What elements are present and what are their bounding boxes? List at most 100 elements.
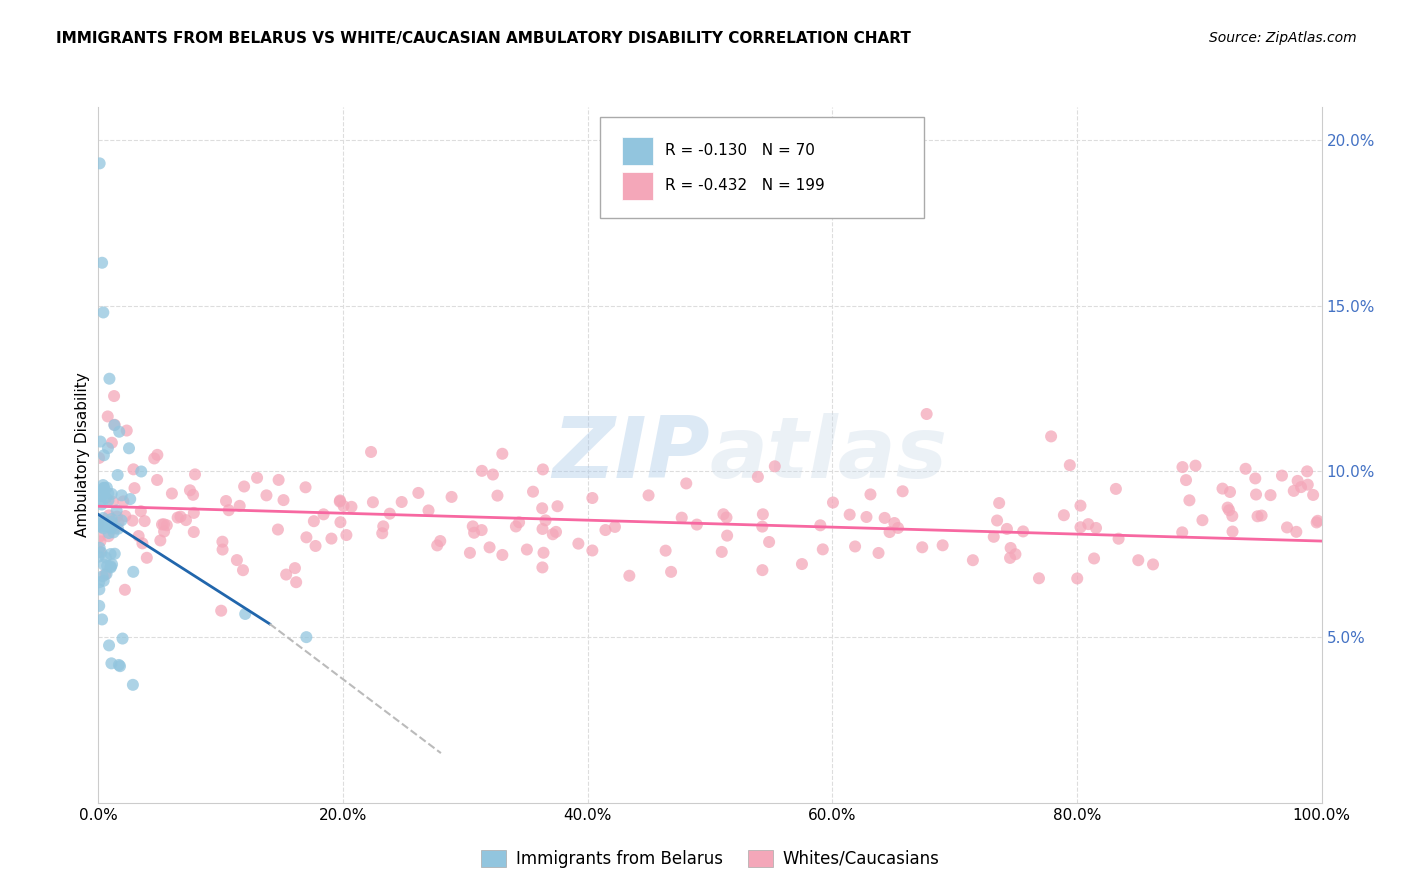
Point xyxy=(232,563,254,577)
Point xyxy=(1083,551,1105,566)
Point xyxy=(986,514,1008,528)
Point xyxy=(491,548,513,562)
Point xyxy=(751,519,773,533)
Point xyxy=(686,517,709,532)
Point xyxy=(541,527,564,541)
Point xyxy=(100,515,122,529)
Point xyxy=(581,543,603,558)
Point xyxy=(89,545,111,559)
Point xyxy=(143,451,166,466)
Point xyxy=(285,575,308,590)
Point xyxy=(790,557,813,571)
Point xyxy=(91,478,114,492)
Point xyxy=(1271,468,1294,483)
Point xyxy=(1218,503,1240,517)
Point xyxy=(96,481,118,495)
Point xyxy=(97,529,120,543)
Point xyxy=(89,487,111,501)
Point xyxy=(104,417,127,432)
Point xyxy=(716,528,738,542)
Point xyxy=(1105,482,1128,496)
Point xyxy=(1305,516,1327,530)
Text: R = -0.432   N = 199: R = -0.432 N = 199 xyxy=(665,178,824,194)
Point xyxy=(491,447,513,461)
Point xyxy=(1282,483,1305,498)
Point xyxy=(879,524,901,539)
Point xyxy=(654,543,676,558)
Point xyxy=(209,604,232,618)
Point xyxy=(101,558,124,572)
Point xyxy=(1285,524,1308,539)
Point xyxy=(567,536,589,550)
Point xyxy=(97,508,120,523)
Point xyxy=(294,480,316,494)
Point xyxy=(1302,488,1324,502)
Point xyxy=(1128,553,1150,567)
Point xyxy=(256,488,278,502)
Point xyxy=(1286,474,1309,488)
Point xyxy=(891,484,914,499)
Point xyxy=(89,156,111,170)
Point xyxy=(183,506,205,520)
Point xyxy=(146,473,169,487)
Point xyxy=(91,516,114,530)
FancyBboxPatch shape xyxy=(621,172,652,200)
Point xyxy=(295,530,318,544)
Point xyxy=(233,479,256,493)
Point xyxy=(131,536,153,550)
Point xyxy=(181,488,204,502)
Point xyxy=(998,550,1021,565)
Point xyxy=(844,540,866,554)
Point xyxy=(215,494,238,508)
Point xyxy=(96,566,118,581)
Point xyxy=(1184,458,1206,473)
Point xyxy=(1234,462,1257,476)
Point xyxy=(146,448,169,462)
Point xyxy=(1220,508,1243,523)
Point xyxy=(211,542,233,557)
Point xyxy=(531,522,554,536)
Point xyxy=(371,526,394,541)
Point xyxy=(329,515,352,529)
Point xyxy=(228,499,250,513)
Point xyxy=(103,389,125,403)
Point xyxy=(91,511,114,525)
Point xyxy=(128,529,150,543)
Point xyxy=(108,425,131,439)
Point xyxy=(544,524,567,539)
Point xyxy=(218,503,240,517)
Legend: Immigrants from Belarus, Whites/Caucasians: Immigrants from Belarus, Whites/Caucasia… xyxy=(474,843,946,874)
Point xyxy=(98,372,121,386)
Point xyxy=(93,481,115,495)
Point xyxy=(418,503,440,517)
Point xyxy=(90,489,112,503)
Point xyxy=(1178,493,1201,508)
Point xyxy=(1296,477,1319,491)
Point xyxy=(340,500,363,514)
Point xyxy=(108,657,131,672)
Point xyxy=(156,518,179,533)
Point xyxy=(90,494,112,508)
Point xyxy=(150,517,173,532)
Point xyxy=(122,678,145,692)
Point xyxy=(1108,532,1130,546)
Point xyxy=(98,639,121,653)
Point xyxy=(121,514,143,528)
Point xyxy=(111,632,134,646)
Point xyxy=(471,464,494,478)
Point xyxy=(276,567,298,582)
Point xyxy=(1289,480,1312,494)
Point xyxy=(911,541,934,555)
Point xyxy=(547,500,569,514)
Point xyxy=(134,514,156,528)
Point xyxy=(118,442,141,456)
Point xyxy=(93,558,115,572)
Point xyxy=(211,534,233,549)
Point xyxy=(184,467,207,482)
Point xyxy=(93,448,115,462)
Point xyxy=(110,513,132,527)
Point xyxy=(752,508,775,522)
Point xyxy=(763,459,786,474)
Point xyxy=(89,599,111,613)
Point xyxy=(100,521,122,535)
